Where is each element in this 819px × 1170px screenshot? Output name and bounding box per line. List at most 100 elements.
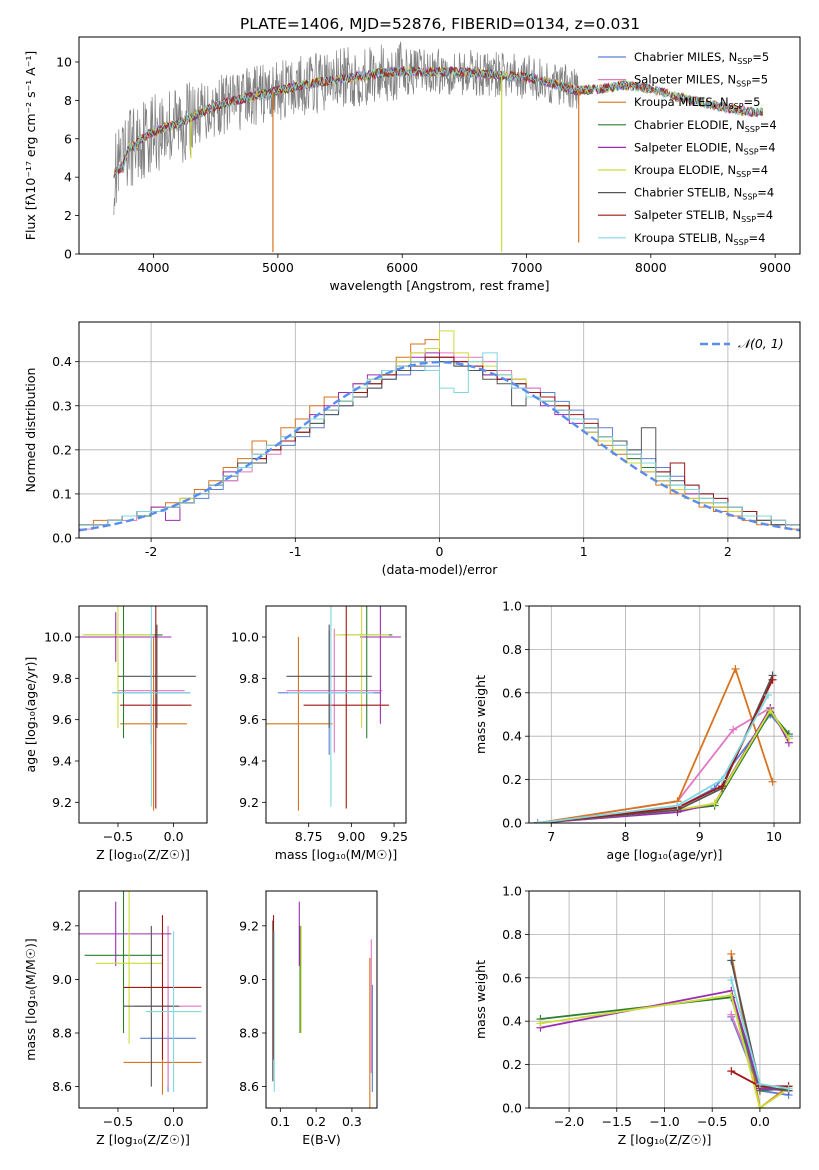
y-tick-label: 9.6	[52, 712, 72, 727]
y-tick-label: 0.2	[502, 1057, 522, 1072]
y-axis-label: Flux [fλ10⁻¹⁷ erg cm⁻² s⁻¹ A⁻¹]	[23, 51, 38, 240]
errorbar-point-chabrier-stelib	[117, 624, 196, 728]
x-tick-label: 0.0	[164, 829, 184, 844]
plus-marker	[768, 777, 777, 786]
x-axis-label: age [log₁₀(age/yr)]	[607, 847, 723, 862]
y-tick-label: 9.2	[52, 918, 72, 933]
legend-entry: 𝒩(0, 1)	[738, 336, 784, 351]
x-axis-label: Z [log₁₀(Z/Z☉)]	[96, 1132, 190, 1147]
y-tick-label: 9.2	[239, 795, 259, 810]
legend-entry: Salpeter MILES, NSSP=5	[634, 73, 768, 89]
x-tick-label: 7000	[511, 260, 543, 275]
x-tick-label: −0.5	[103, 829, 133, 844]
y-axis-label: age [log₁₀(age/yr)]	[23, 657, 38, 773]
y-tick-label: 0.3	[52, 398, 72, 413]
errorbar-point-kroupa-stelib	[145, 931, 202, 1092]
plus-marker	[755, 1104, 764, 1108]
errorbar-point-salpeter-stelib	[120, 606, 192, 809]
plus-marker	[673, 801, 682, 810]
errorbar-point-salpeter-stelib	[303, 606, 389, 809]
y-tick-label: 0.4	[502, 729, 522, 744]
errorbar-point-kroupa-miles	[266, 637, 333, 811]
x-axis-label: (data-model)/error	[382, 562, 499, 577]
y-tick-label: 9.0	[239, 972, 259, 987]
plus-marker	[727, 975, 736, 984]
panel-spectrum: 4000 5000 6000 7000 8000 9000 0 2 4 6 8 10 wavelengt…	[23, 36, 801, 293]
x-tick-label: 0.0	[750, 1114, 770, 1129]
plot-area-age-vs-mass	[266, 606, 401, 811]
errorbar-point-salpeter-miles	[286, 628, 383, 753]
x-tick-label: 8	[622, 829, 630, 844]
y-tick-label: 0.0	[52, 531, 72, 546]
legend-entry: Kroupa ELODIE, NSSP=4	[634, 163, 768, 179]
y-tick-label: 9.8	[52, 671, 72, 686]
y-axis-label: mass weight	[473, 675, 488, 754]
y-tick-label: 0.2	[502, 772, 522, 787]
plus-marker	[784, 1084, 793, 1093]
x-tick-label: 9	[696, 829, 704, 844]
axes-frame	[528, 890, 801, 1109]
plot-area-age-vs-z	[79, 606, 196, 811]
panel-weight-vs-age: 7 8 9 10 0.0 0.2 0.4 0.6 0.8 1.0 age [log₁₀(age/yr…	[473, 599, 801, 862]
x-tick-label: 7	[547, 829, 555, 844]
plus-marker	[536, 1019, 545, 1028]
y-tick-label: 10	[56, 54, 72, 69]
x-tick-label: 0.3	[342, 1114, 362, 1129]
errorbar-point-chabrier-elodie	[84, 891, 163, 1033]
y-tick-label: 0.6	[502, 685, 522, 700]
legend-entry: Kroupa STELIB, NSSP=4	[634, 231, 765, 247]
panel-residuals: -2 -1 0 1 2 0.0 0.1 0.2 0.3 0.4 (data-model)/error…	[23, 321, 801, 577]
plot-area-weight-vs-age	[533, 664, 793, 823]
y-tick-label: 0.8	[502, 927, 522, 942]
y-tick-label: 0.1	[52, 486, 72, 501]
y-tick-label: 8.8	[52, 1025, 72, 1040]
plus-marker	[784, 734, 793, 743]
panel-age-vs-z: −0.5 0.0 9.2 9.4 9.6 9.8 10.0 Z [log₁₀(Z/Z☉)] ag…	[23, 605, 208, 862]
y-tick-label: 8.8	[239, 1025, 259, 1040]
y-tick-label: 8.6	[52, 1079, 72, 1094]
x-tick-label: 0.0	[164, 1114, 184, 1129]
panel-mass-vs-ebv: 0.1 0.2 0.3 8.6 8.8 9.0 9.2 E(B-V)	[239, 890, 378, 1147]
x-tick-label: 8000	[635, 260, 667, 275]
y-tick-label: 10.0	[231, 630, 259, 645]
legend-entry: Chabrier ELODIE, NSSP=4	[634, 118, 777, 134]
x-tick-label: −1.5	[602, 1114, 632, 1129]
x-tick-label: -1	[289, 544, 301, 559]
x-tick-label: 4000	[138, 260, 170, 275]
y-tick-label: 0.4	[502, 1014, 522, 1029]
x-tick-label: 8.75	[295, 829, 323, 844]
x-tick-label: 5000	[262, 260, 294, 275]
errorbar-point-salpeter-elodie	[79, 612, 172, 662]
plus-marker	[718, 775, 727, 784]
axes-frame	[78, 890, 208, 1109]
x-tick-label: −0.5	[103, 1114, 133, 1129]
x-tick-label: 1	[580, 544, 588, 559]
panel-mass-vs-z: −0.5 0.0 8.6 8.8 9.0 9.2 Z [log₁₀(Z/Z☉)] mass […	[23, 890, 208, 1147]
normal-curve-line	[79, 360, 800, 532]
errorbar-point-salpeter-elodie	[359, 606, 401, 724]
errorbar-point-kroupa-elodie	[82, 606, 154, 728]
y-tick-label: 2	[64, 208, 72, 223]
y-tick-label: 4	[64, 170, 72, 185]
spectrum-legend: Chabrier MILES, NSSP=5 Salpeter MILES, NS…	[598, 50, 777, 247]
errorbar-point-chabrier-stelib	[123, 925, 180, 1087]
errorbar-point-kroupa-stelib	[288, 606, 374, 807]
y-tick-label: 0.8	[502, 642, 522, 657]
weight-line-kroupa-elodie	[540, 994, 790, 1108]
plot-area-residuals	[79, 330, 800, 532]
x-axis-label: wavelength [Angstrom, rest frame]	[329, 278, 549, 293]
y-tick-label: 9.0	[52, 972, 72, 987]
x-tick-label: −0.5	[697, 1114, 727, 1129]
x-tick-label: 9000	[759, 260, 791, 275]
legend-entry: Salpeter ELODIE, NSSP=4	[634, 140, 776, 156]
errorbar-point-kroupa-miles	[120, 637, 187, 811]
x-tick-label: 0.2	[306, 1114, 326, 1129]
y-tick-label: 8	[64, 93, 72, 108]
y-tick-label: 9.2	[239, 918, 259, 933]
plus-marker	[729, 725, 738, 734]
y-axis-label: Normed distribution	[23, 368, 38, 493]
plus-marker	[727, 991, 736, 1000]
errorbar-point-kroupa-stelib	[112, 606, 191, 807]
